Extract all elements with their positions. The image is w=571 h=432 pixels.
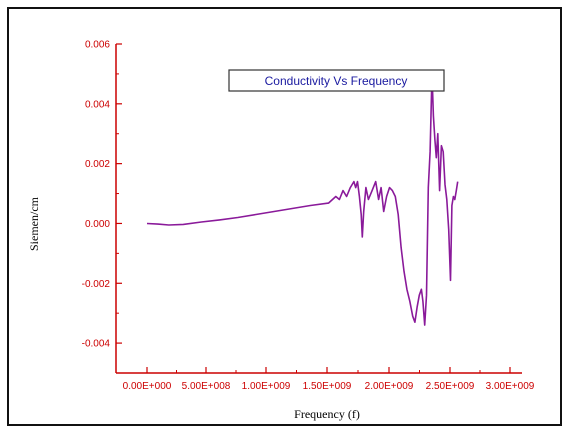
y-axis-title: Siemen/cm <box>27 196 41 251</box>
y-tick-labels: 0.006 0.004 0.002 0.000 -0.002 -0.004 <box>82 40 111 350</box>
x-tick-label: 2.50E+009 <box>426 381 475 392</box>
x-tick-label: 3.00E+009 <box>486 381 535 392</box>
y-tick-label: 0.004 <box>85 99 110 110</box>
chart-title: Conductivity Vs Frequency <box>265 74 408 88</box>
legend-box: Conductivity Vs Frequency <box>228 69 445 92</box>
tick-marks <box>116 43 511 373</box>
y-tick-label: 0.002 <box>85 159 110 170</box>
y-tick-label: 0.006 <box>85 40 110 51</box>
series-line <box>146 73 459 326</box>
legend-frame <box>228 69 445 92</box>
series-group <box>146 73 459 326</box>
y-tick-label: -0.002 <box>82 279 111 290</box>
x-tick-label: 5.00E+008 <box>182 381 231 392</box>
x-tick-label: 1.50E+009 <box>303 381 352 392</box>
y-tick-label: -0.004 <box>82 339 111 350</box>
y-tick-label: 0.000 <box>85 219 110 230</box>
axes <box>115 44 522 374</box>
x-axis-title: Frequency (f) <box>294 407 360 421</box>
x-tick-label: 2.00E+009 <box>365 381 414 392</box>
x-tick-labels: 0.00E+000 5.00E+008 1.00E+009 1.50E+009 2.00… <box>123 381 535 392</box>
x-tick-label: 1.00E+009 <box>242 381 291 392</box>
x-tick-label: 0.00E+000 <box>123 381 172 392</box>
